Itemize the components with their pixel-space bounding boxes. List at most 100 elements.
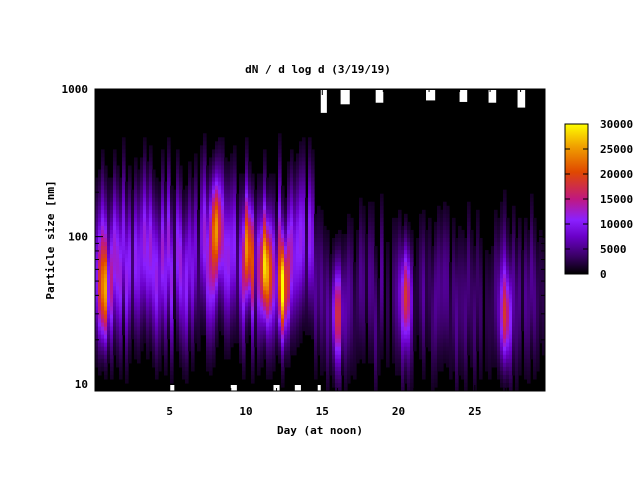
- heatmap-cell: [413, 266, 417, 271]
- heatmap-cell: [275, 346, 279, 352]
- heatmap-cell: [392, 286, 396, 291]
- heatmap-cell: [224, 165, 228, 171]
- heatmap-cell: [416, 330, 420, 336]
- heatmap-cell: [416, 326, 420, 332]
- heatmap-cell: [191, 330, 195, 336]
- heatmap-cell: [410, 354, 414, 360]
- heatmap-cell: [314, 246, 318, 251]
- heatmap-cell: [326, 258, 330, 263]
- heatmap-cell: [194, 189, 198, 195]
- heatmap-cell: [260, 358, 264, 364]
- heatmap-cell: [95, 330, 99, 336]
- heatmap-cell: [404, 366, 408, 372]
- heatmap-cell: [422, 298, 426, 304]
- heatmap-cell: [398, 322, 402, 328]
- heatmap-cell: [293, 181, 297, 187]
- heatmap-cell: [251, 310, 255, 316]
- heatmap-cell: [155, 185, 159, 191]
- heatmap-cell: [167, 302, 171, 308]
- heatmap-cell: [197, 318, 201, 324]
- heatmap-cell: [266, 246, 270, 251]
- heatmap-cell: [233, 221, 237, 227]
- heatmap-cell: [242, 294, 246, 299]
- heatmap-cell: [137, 181, 141, 187]
- heatmap-cell: [263, 157, 267, 163]
- heatmap-cell: [254, 322, 258, 328]
- heatmap-cell: [128, 213, 132, 219]
- heatmap-cell: [428, 270, 432, 275]
- heatmap-cell: [407, 318, 411, 324]
- heatmap-cell: [431, 374, 435, 380]
- heatmap-cell: [314, 290, 318, 295]
- heatmap-cell: [440, 209, 444, 215]
- heatmap-cell: [422, 286, 426, 291]
- heatmap-cell: [401, 233, 405, 239]
- heatmap-cell: [413, 318, 417, 324]
- heatmap-cell: [296, 310, 300, 316]
- heatmap-cell: [119, 330, 123, 336]
- heatmap-cell: [116, 177, 120, 183]
- heatmap-cell: [245, 205, 249, 211]
- heatmap-cell: [356, 246, 360, 251]
- heatmap-cell: [260, 205, 264, 211]
- heatmap-cell: [125, 306, 129, 312]
- heatmap-cell: [161, 189, 165, 195]
- heatmap-cell: [164, 242, 168, 247]
- heatmap-cell: [440, 270, 444, 275]
- heatmap-cell: [299, 145, 303, 150]
- heatmap-cell: [242, 173, 246, 179]
- heatmap-cell: [314, 294, 318, 299]
- heatmap-cell: [161, 237, 165, 243]
- heatmap-cell: [386, 262, 390, 267]
- heatmap-cell: [347, 254, 351, 259]
- heatmap-cell: [233, 237, 237, 243]
- heatmap-cell: [299, 213, 303, 219]
- heatmap-cell: [362, 262, 366, 267]
- heatmap-cell: [191, 282, 195, 287]
- heatmap-cell: [146, 266, 150, 271]
- heatmap-cell: [95, 242, 99, 247]
- heatmap-cell: [344, 290, 348, 295]
- heatmap-cell: [254, 342, 258, 348]
- heatmap-cell: [107, 358, 111, 364]
- heatmap-cell: [410, 242, 414, 247]
- heatmap-cell: [242, 254, 246, 259]
- heatmap-cell: [395, 233, 399, 239]
- heatmap-cell: [194, 318, 198, 324]
- heatmap-cell: [185, 193, 189, 199]
- heatmap-cell: [398, 209, 402, 215]
- heatmap-cell: [200, 242, 204, 247]
- heatmap-cell: [137, 189, 141, 195]
- heatmap-cell: [260, 326, 264, 332]
- heatmap-cell: [338, 326, 342, 332]
- heatmap-cell: [170, 354, 174, 360]
- heatmap-cell: [188, 177, 192, 183]
- heatmap-cell: [332, 237, 336, 243]
- heatmap-cell: [173, 250, 177, 255]
- heatmap-cell: [413, 278, 417, 283]
- heatmap-cell: [398, 282, 402, 287]
- heatmap-cell: [152, 225, 156, 231]
- heatmap-cell: [368, 338, 372, 344]
- heatmap-cell: [200, 221, 204, 227]
- heatmap-cell: [233, 250, 237, 255]
- heatmap-cell: [191, 242, 195, 247]
- heatmap-cell: [296, 165, 300, 171]
- heatmap-cell: [98, 229, 102, 235]
- heatmap-cell: [290, 165, 294, 171]
- heatmap-cell: [284, 330, 288, 336]
- heatmap-cell: [392, 350, 396, 356]
- heatmap-cell: [242, 358, 246, 364]
- heatmap: [95, 89, 545, 391]
- heatmap-cell: [104, 165, 108, 171]
- heatmap-cell: [314, 330, 318, 336]
- heatmap-cell: [368, 298, 372, 304]
- heatmap-cell: [371, 258, 375, 263]
- heatmap-cell: [281, 378, 285, 384]
- heatmap-cell: [344, 374, 348, 380]
- heatmap-cell: [395, 370, 399, 376]
- heatmap-cell: [110, 370, 114, 376]
- heatmap-cell: [185, 330, 189, 336]
- heatmap-cell: [236, 205, 240, 211]
- heatmap-cell: [203, 233, 207, 239]
